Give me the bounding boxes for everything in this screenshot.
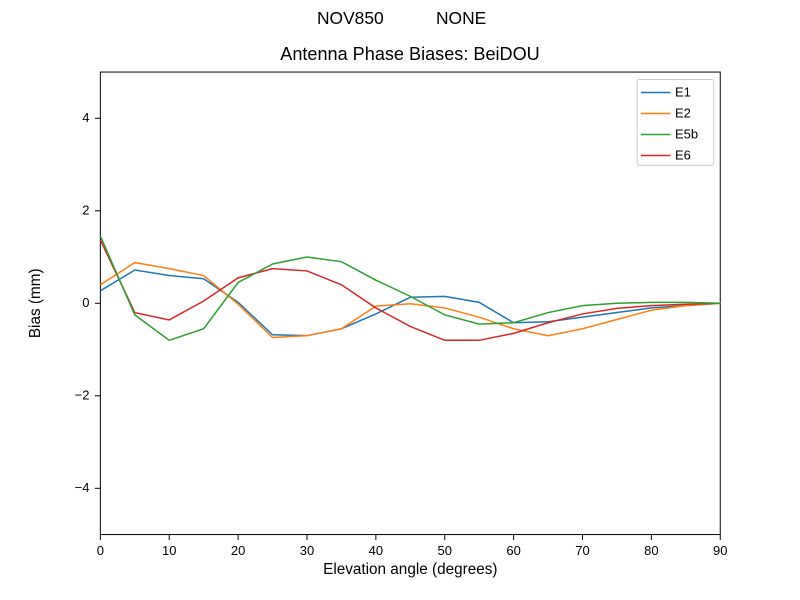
svg-text:0: 0 xyxy=(97,543,104,558)
svg-text:50: 50 xyxy=(438,543,452,558)
svg-text:30: 30 xyxy=(300,543,314,558)
svg-text:Elevation angle (degrees): Elevation angle (degrees) xyxy=(323,561,497,578)
svg-text:−2: −2 xyxy=(75,388,90,403)
svg-text:80: 80 xyxy=(644,543,658,558)
svg-text:2: 2 xyxy=(82,203,89,218)
svg-text:E5b: E5b xyxy=(675,127,698,142)
svg-text:10: 10 xyxy=(162,543,176,558)
svg-text:40: 40 xyxy=(369,543,383,558)
svg-text:4: 4 xyxy=(82,110,89,125)
svg-text:E6: E6 xyxy=(675,148,691,163)
svg-text:E1: E1 xyxy=(675,85,691,100)
svg-text:Bias (mm): Bias (mm) xyxy=(27,268,44,338)
svg-text:E2: E2 xyxy=(675,106,691,121)
svg-text:70: 70 xyxy=(575,543,589,558)
svg-text:20: 20 xyxy=(231,543,245,558)
svg-text:−4: −4 xyxy=(75,480,90,495)
svg-text:90: 90 xyxy=(713,543,727,558)
svg-text:60: 60 xyxy=(506,543,520,558)
svg-text:0: 0 xyxy=(82,295,89,310)
